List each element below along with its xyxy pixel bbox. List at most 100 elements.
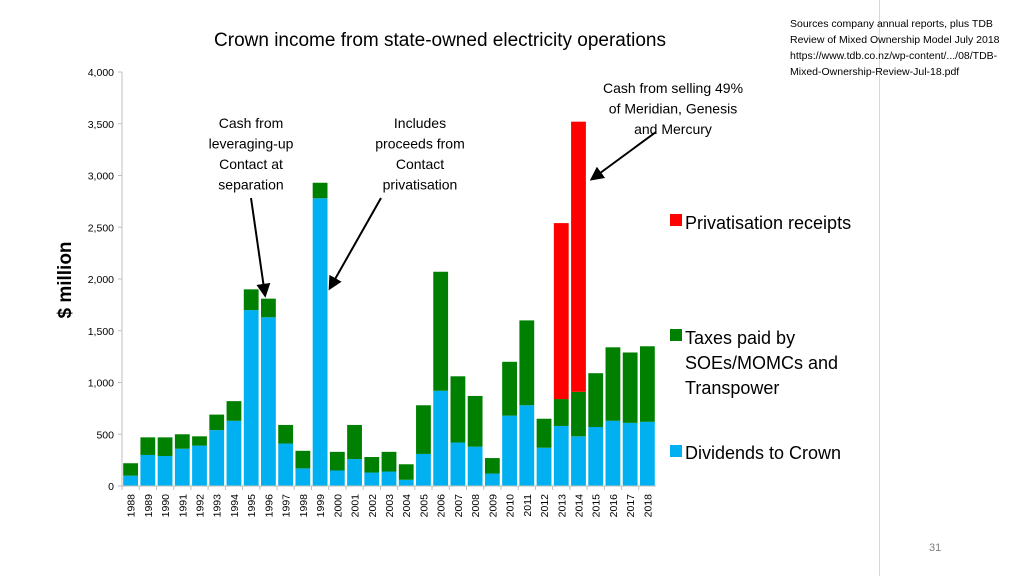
x-tick-label: 2012 bbox=[539, 494, 551, 518]
bar-segment bbox=[450, 376, 466, 443]
x-tick-label: 2007 bbox=[453, 494, 465, 518]
y-tick-label: 2,000 bbox=[88, 274, 114, 286]
bar-segment bbox=[278, 443, 294, 486]
bar-segment bbox=[278, 424, 294, 444]
bar-segment bbox=[123, 475, 139, 486]
bar-segment bbox=[295, 468, 311, 486]
annotation-text: separation bbox=[218, 177, 283, 193]
y-tick-label: 2,500 bbox=[88, 222, 114, 234]
bar-segment bbox=[192, 436, 207, 446]
legend-label: Privatisation receipts bbox=[685, 213, 851, 233]
y-tick-label: 0 bbox=[108, 481, 114, 493]
bar-segment bbox=[467, 395, 483, 447]
x-tick-label: 2014 bbox=[573, 494, 585, 518]
bar-segment bbox=[571, 391, 586, 437]
bar-segment bbox=[588, 427, 604, 486]
bar-segment bbox=[329, 451, 345, 471]
bar-segment bbox=[519, 405, 535, 486]
bar-segment bbox=[484, 458, 500, 474]
bar-segment bbox=[209, 414, 225, 431]
legend-label: Transpower bbox=[685, 378, 779, 398]
x-tick-label: 2017 bbox=[625, 494, 637, 518]
annotation-text: and Mercury bbox=[634, 121, 712, 137]
legend-label: SOEs/MOMCs and bbox=[685, 353, 838, 373]
x-tick-label: 2016 bbox=[608, 494, 620, 518]
bar-segment bbox=[433, 390, 449, 486]
bar-segment bbox=[416, 405, 431, 454]
bar-segment bbox=[174, 448, 190, 486]
annotation-arrow bbox=[328, 197, 382, 291]
x-tick-label: 1989 bbox=[143, 494, 155, 518]
bar-segment bbox=[226, 420, 242, 486]
x-tick-label: 2004 bbox=[401, 494, 413, 518]
x-tick-label: 1998 bbox=[298, 494, 310, 518]
chart-title: Crown income from state-owned electricit… bbox=[214, 30, 666, 51]
bar-segment bbox=[174, 434, 190, 449]
x-tick-label: 2003 bbox=[384, 494, 396, 518]
bar-segment bbox=[467, 446, 483, 486]
legend-item: Privatisation receipts bbox=[670, 213, 851, 233]
y-tick-label: 3,500 bbox=[88, 119, 114, 131]
bar-segment bbox=[140, 454, 156, 486]
bar-segment bbox=[502, 415, 517, 486]
y-axis: 0 500 1,000 1,500 2,000 2,500 3,000 3,500 4,000 bbox=[88, 67, 123, 493]
x-tick-label: 2000 bbox=[332, 494, 344, 518]
x-tick-label: 2001 bbox=[350, 494, 362, 518]
annotation-text: proceeds from bbox=[375, 136, 464, 152]
annotation-text: Includes bbox=[394, 115, 446, 131]
bar-segment bbox=[433, 271, 449, 391]
annotation-text: Cash from selling 49% bbox=[603, 80, 743, 96]
x-tick-label: 1999 bbox=[315, 494, 327, 518]
bar-segment bbox=[571, 121, 586, 392]
bar-segment bbox=[381, 471, 397, 486]
bar-segment bbox=[553, 399, 569, 426]
x-tick-label: 1991 bbox=[177, 494, 189, 518]
bar-segment bbox=[329, 470, 345, 486]
annotation-arrow bbox=[250, 197, 271, 298]
annotation: Cash from selling 49% of Meridian, Genesi… bbox=[589, 80, 743, 181]
bar-segment bbox=[243, 310, 259, 486]
x-tick-label: 1994 bbox=[229, 494, 241, 518]
source-note: Sources company annual reports, plus TDB… bbox=[790, 18, 1000, 78]
legend-item: Taxes paid by SOEs/MOMCs and Transpower bbox=[670, 328, 838, 398]
x-tick-label: 2008 bbox=[470, 494, 482, 518]
bar-segment bbox=[261, 298, 276, 318]
slide-frame bbox=[879, 0, 880, 576]
x-tick-label: 2011 bbox=[522, 494, 534, 517]
bar-segment bbox=[536, 447, 552, 486]
legend-item: Dividends to Crown bbox=[670, 443, 841, 463]
bar-segment bbox=[622, 352, 638, 423]
bar-segment bbox=[571, 436, 586, 486]
bar-segment bbox=[398, 479, 414, 486]
bar-segment bbox=[364, 457, 380, 473]
y-tick-label: 4,000 bbox=[88, 67, 114, 79]
bar-segment bbox=[639, 346, 655, 422]
bar-segment bbox=[312, 182, 328, 199]
bar-segment bbox=[347, 424, 362, 460]
bar-segment bbox=[553, 425, 569, 486]
legend-swatch bbox=[670, 445, 682, 457]
legend-swatch bbox=[670, 214, 682, 226]
bar-segment bbox=[484, 473, 500, 486]
x-tick-label: 2015 bbox=[591, 494, 603, 518]
x-tick-label: 2009 bbox=[487, 494, 499, 518]
bar-segment bbox=[243, 289, 259, 311]
x-tick-label: 2002 bbox=[367, 494, 379, 518]
x-tick-label: 2018 bbox=[642, 494, 654, 518]
legend: Privatisation receipts Taxes paid by SOEs/… bbox=[670, 213, 851, 463]
x-tick-label: 2006 bbox=[436, 494, 448, 518]
legend-swatch bbox=[670, 329, 682, 341]
bar-segment bbox=[622, 422, 638, 486]
x-tick-label: 1990 bbox=[160, 494, 172, 518]
x-tick-label: 1995 bbox=[246, 494, 258, 518]
x-tick-label: 1992 bbox=[195, 494, 207, 518]
x-tick-label: 1988 bbox=[126, 494, 138, 518]
bar-segment bbox=[536, 418, 552, 448]
annotation: Cash from leveraging-up Contact at separati… bbox=[209, 115, 294, 298]
annotation-text: Contact bbox=[396, 156, 444, 172]
bar-segment bbox=[639, 421, 655, 486]
bar-segment bbox=[605, 420, 621, 486]
slide-number: 31 bbox=[929, 542, 942, 554]
